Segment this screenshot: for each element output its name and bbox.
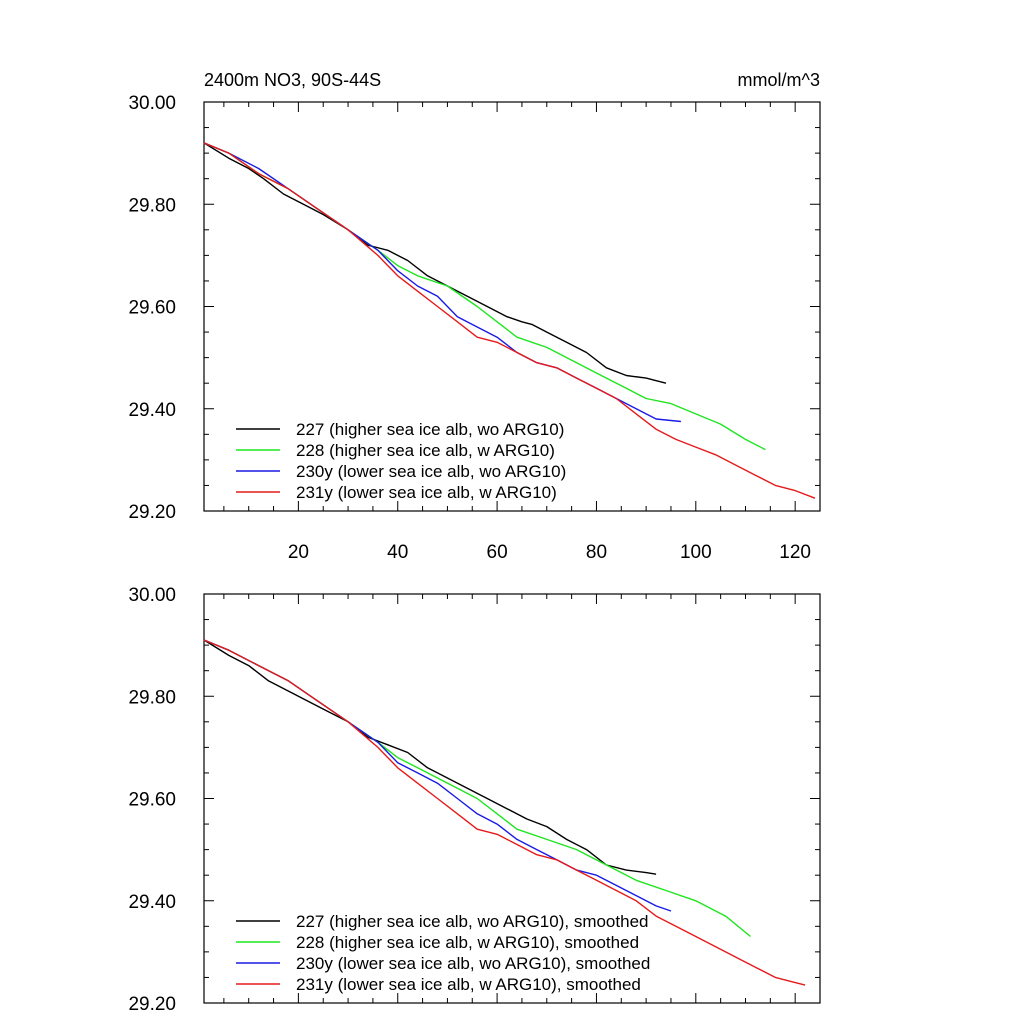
series-line-0 — [203, 639, 657, 875]
legend-label-0: 227 (higher sea ice alb, wo ARG10) — [296, 420, 564, 439]
bottom-panel-lines — [203, 639, 806, 986]
top-panel-lines — [203, 142, 816, 499]
bottom-panel-legend: 227 (higher sea ice alb, wo ARG10), smoo… — [236, 912, 650, 994]
top-panel-legend: 227 (higher sea ice alb, wo ARG10) 228 (h… — [236, 420, 566, 502]
top-panel-title: 2400m NO3, 90S-44S — [204, 70, 381, 90]
y-tick-label: 29.40 — [128, 892, 176, 913]
bottom-panel: 30.00 29.80 29.60 29.40 29.20 227 (higher se… — [128, 585, 821, 1015]
y-tick-label: 29.20 — [128, 994, 176, 1015]
y-tick-label: 29.80 — [128, 195, 176, 216]
x-tick-label: 20 — [288, 542, 309, 563]
top-panel-ticks: 20 40 60 80 100 120 30.00 29.80 29.60 29.40 29.20 — [128, 93, 821, 563]
legend-label-1: 228 (higher sea ice alb, w ARG10), smoot… — [296, 933, 639, 952]
y-tick-label: 29.60 — [128, 790, 176, 811]
x-tick-label: 100 — [680, 542, 712, 563]
y-tick-label: 30.00 — [128, 585, 176, 606]
top-panel: 2400m NO3, 90S-44S mmol/m^3 20 40 60 80 100 1… — [128, 70, 821, 563]
x-tick-label: 120 — [779, 542, 811, 563]
legend-label-1: 228 (higher sea ice alb, w ARG10) — [296, 441, 555, 460]
series-line-3 — [203, 142, 816, 499]
top-panel-units: mmol/m^3 — [738, 70, 820, 90]
y-tick-label: 30.00 — [128, 93, 176, 114]
bottom-panel-ticks: 30.00 29.80 29.60 29.40 29.20 — [128, 585, 821, 1015]
x-tick-label: 40 — [387, 542, 408, 563]
x-tick-label: 60 — [487, 542, 508, 563]
legend-label-3: 231y (lower sea ice alb, w ARG10) — [296, 483, 557, 502]
y-tick-label: 29.20 — [128, 502, 176, 523]
series-line-3 — [203, 639, 806, 986]
legend-label-0: 227 (higher sea ice alb, wo ARG10), smoo… — [296, 912, 648, 931]
legend-label-2: 230y (lower sea ice alb, wo ARG10) — [296, 462, 566, 481]
legend-label-2: 230y (lower sea ice alb, wo ARG10), smoo… — [296, 954, 650, 973]
y-tick-label: 29.60 — [128, 298, 176, 319]
legend-label-3: 231y (lower sea ice alb, w ARG10), smoot… — [296, 975, 641, 994]
y-tick-label: 29.40 — [128, 400, 176, 421]
y-tick-label: 29.80 — [128, 687, 176, 708]
x-tick-label: 80 — [586, 542, 607, 563]
